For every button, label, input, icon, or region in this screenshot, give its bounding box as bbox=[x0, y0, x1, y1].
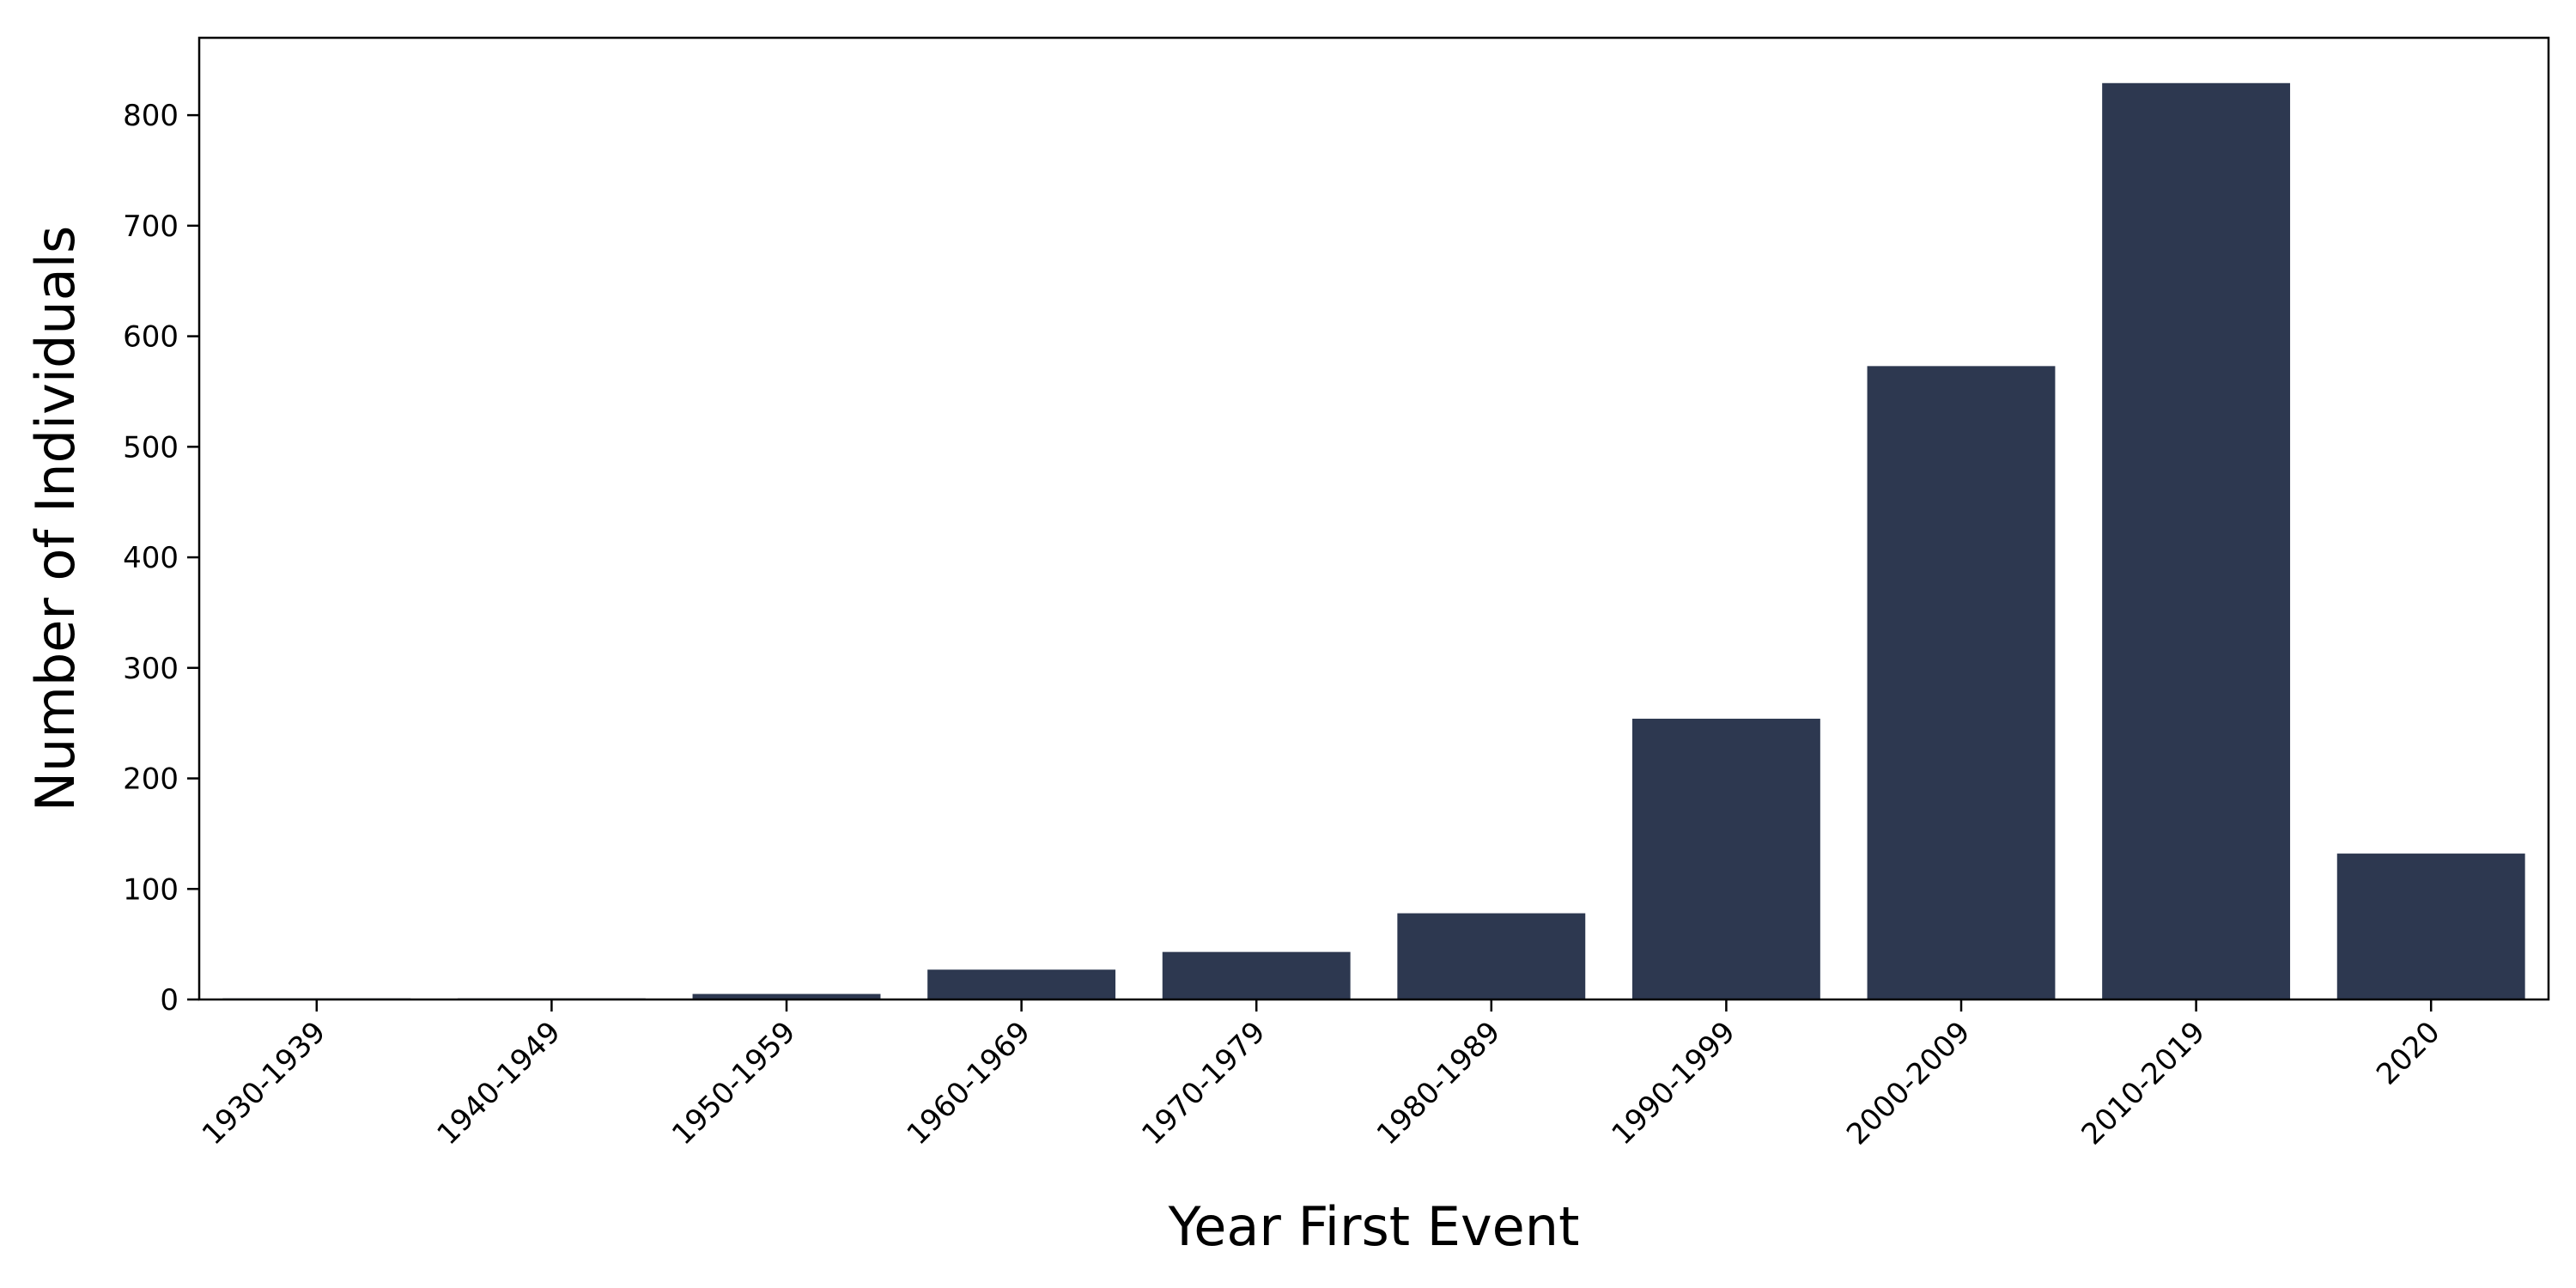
x-tick-label: 1940-1949 bbox=[430, 1015, 567, 1151]
x-tick-label: 1960-1969 bbox=[901, 1015, 1037, 1151]
plot-frame bbox=[197, 36, 2550, 1001]
y-tick-label: 100 bbox=[123, 872, 179, 907]
bar-2020 bbox=[2336, 854, 2525, 999]
y-tick-label: 700 bbox=[123, 210, 179, 244]
bar-2000-2009 bbox=[1867, 366, 2056, 999]
y-tick-label: 300 bbox=[123, 652, 179, 686]
x-tick-label: 2000-2009 bbox=[1840, 1015, 1977, 1151]
x-tick-label: 2020 bbox=[2370, 1015, 2446, 1091]
y-tick-label: 500 bbox=[123, 430, 179, 465]
x-tick-label: 1970-1979 bbox=[1135, 1015, 1272, 1151]
y-tick-label: 0 bbox=[160, 983, 179, 1018]
y-axis-title: Number of Individuals bbox=[24, 226, 87, 811]
y-axis-ticks: 0 100 200 300 400 500 600 700 800 bbox=[123, 99, 199, 1018]
bar-1970-1979 bbox=[1162, 951, 1351, 999]
bar-1960-1969 bbox=[927, 969, 1116, 999]
x-tick-label: 1980-1989 bbox=[1370, 1015, 1507, 1151]
y-tick-label: 800 bbox=[123, 99, 179, 133]
bar-1990-1999 bbox=[1631, 719, 1820, 999]
x-tick-label: 2010-2019 bbox=[2075, 1015, 2212, 1151]
x-axis-title: Year First Event bbox=[1168, 1195, 1580, 1258]
x-axis-ticks: 1930-1939 1940-1949 1950-1959 1960-1969 1970… bbox=[196, 999, 2447, 1151]
bar-1950-1959 bbox=[692, 993, 881, 999]
x-tick-label: 1950-1959 bbox=[665, 1015, 802, 1151]
bars-group bbox=[222, 82, 2525, 999]
bar-2010-2019 bbox=[2102, 82, 2291, 999]
x-tick-label: 1930-1939 bbox=[196, 1015, 332, 1151]
y-tick-label: 600 bbox=[123, 320, 179, 355]
x-tick-label: 1990-1999 bbox=[1605, 1015, 1741, 1151]
y-tick-label: 200 bbox=[123, 762, 179, 797]
y-tick-label: 400 bbox=[123, 541, 179, 575]
bar-1980-1989 bbox=[1397, 913, 1586, 999]
